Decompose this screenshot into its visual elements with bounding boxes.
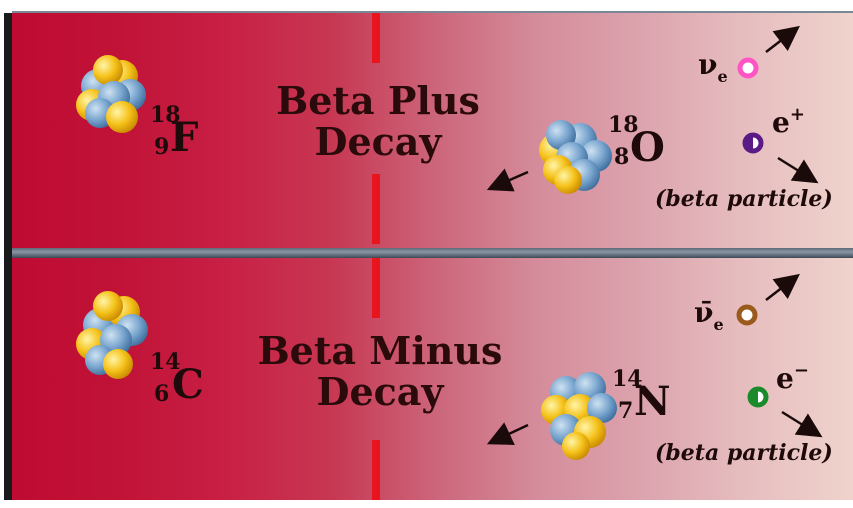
antineutrino-subscript: e	[713, 315, 724, 334]
title-line2: Decay	[314, 119, 442, 165]
carbon-nucleus	[76, 291, 148, 379]
atomic-number: 7	[618, 398, 634, 424]
beta-plus-panel	[12, 13, 853, 248]
antineutrino-particle	[736, 304, 758, 326]
carbon-label: 14 6 C	[150, 349, 220, 415]
nitrogen-label: 14 7 N	[612, 366, 682, 432]
oxygen-label: 18 8 O	[608, 112, 678, 178]
antineutrino-label: ν̄e	[694, 296, 724, 334]
particle-charge: +	[789, 104, 805, 125]
title-line2: Decay	[316, 369, 444, 415]
particle-symbol: e	[772, 106, 790, 139]
particle-symbol: e	[776, 362, 794, 395]
element-symbol: F	[170, 114, 199, 161]
positron-label: e+	[772, 104, 805, 139]
mass-number: 14	[150, 349, 181, 375]
neutrino-particle-top	[737, 57, 759, 79]
antineutrino-symbol: ν̄	[694, 296, 714, 329]
mass-number: 18	[608, 112, 639, 138]
title-line1: Beta Minus	[257, 328, 503, 373]
neutrino-symbol: ν	[698, 48, 718, 81]
element-symbol: O	[630, 124, 665, 171]
mass-number: 14	[612, 366, 643, 392]
electron-arrow	[781, 410, 823, 438]
atomic-number: 6	[154, 381, 170, 407]
recoil-arrow-top	[486, 168, 529, 192]
antineutrino-arrow	[765, 273, 800, 301]
neutrino-label-top: νe	[698, 48, 728, 86]
nitrogen-nucleus	[541, 372, 617, 460]
mass-number: 18	[150, 102, 181, 128]
fluorine-nucleus	[76, 55, 146, 133]
electron-label: e−	[776, 360, 809, 395]
beta-minus-title: Beta Minus Decay	[245, 330, 515, 412]
left-border	[4, 13, 14, 500]
top-border	[12, 11, 853, 13]
figure-frame	[4, 0, 853, 508]
panel-divider	[12, 248, 853, 258]
atomic-number: 9	[154, 134, 170, 160]
title-line1: Beta Plus	[276, 78, 480, 123]
center-dashed-line	[372, 13, 380, 500]
recoil-arrow-bottom	[486, 422, 529, 445]
beta-particle-caption-top: (beta particle)	[655, 186, 833, 212]
positron-arrow	[777, 156, 819, 184]
beta-plus-title: Beta Plus Decay	[268, 80, 488, 162]
neutrino-arrow-top	[765, 25, 800, 53]
element-symbol: N	[634, 378, 671, 425]
neutrino-subscript: e	[717, 67, 728, 86]
fluorine-label: 18 9 F	[150, 102, 220, 168]
oxygen-nucleus	[539, 120, 612, 194]
particle-charge: −	[793, 360, 809, 381]
beta-particle-caption-bottom: (beta particle)	[655, 440, 833, 466]
beta-minus-panel	[12, 258, 853, 500]
element-symbol: C	[172, 361, 204, 408]
atomic-number: 8	[614, 144, 630, 170]
